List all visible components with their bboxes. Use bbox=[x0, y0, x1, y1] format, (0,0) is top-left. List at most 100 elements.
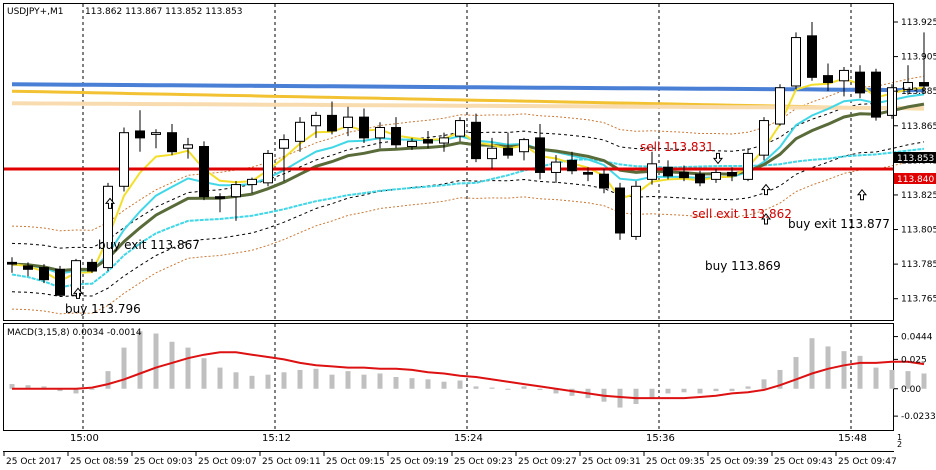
candle[interactable] bbox=[471, 113, 481, 163]
candle[interactable] bbox=[631, 181, 641, 240]
candle-body bbox=[855, 71, 865, 94]
candle[interactable] bbox=[599, 169, 609, 194]
macd-bar bbox=[329, 374, 335, 389]
candle[interactable] bbox=[279, 134, 289, 182]
candle[interactable] bbox=[839, 66, 849, 97]
arrow-down-icon bbox=[712, 152, 724, 165]
macd-bar bbox=[809, 338, 815, 389]
candles[interactable] bbox=[7, 22, 929, 297]
candle-body bbox=[215, 196, 225, 199]
candle-body bbox=[903, 82, 913, 90]
candle[interactable] bbox=[679, 165, 689, 182]
arrow-up-icon bbox=[104, 197, 116, 209]
candle[interactable] bbox=[455, 117, 465, 142]
candle[interactable] bbox=[231, 181, 241, 221]
candle[interactable] bbox=[759, 117, 769, 161]
candle-body bbox=[839, 69, 849, 82]
candle[interactable] bbox=[327, 101, 337, 135]
candle[interactable] bbox=[39, 264, 49, 284]
candle[interactable] bbox=[535, 124, 545, 180]
candle-body bbox=[439, 137, 449, 144]
candle[interactable] bbox=[551, 155, 561, 183]
candle[interactable] bbox=[295, 117, 305, 152]
upper-time-4: 15:48 bbox=[838, 433, 867, 444]
candle[interactable] bbox=[247, 177, 257, 194]
candle[interactable] bbox=[487, 137, 497, 169]
candle[interactable] bbox=[311, 111, 321, 138]
arrow-up-icon bbox=[856, 188, 868, 201]
candle[interactable] bbox=[567, 151, 577, 175]
candle[interactable] bbox=[583, 167, 593, 182]
candle-body bbox=[551, 161, 561, 173]
candle-body bbox=[679, 171, 689, 179]
candle[interactable] bbox=[855, 65, 865, 99]
candle[interactable] bbox=[375, 122, 385, 149]
candle[interactable] bbox=[183, 137, 193, 159]
candle[interactable] bbox=[887, 84, 897, 119]
candle-body bbox=[535, 137, 545, 173]
candle[interactable] bbox=[23, 262, 33, 277]
ma-olive-line bbox=[11, 102, 925, 273]
candle[interactable] bbox=[103, 182, 113, 272]
macd-bar bbox=[841, 351, 847, 389]
price-tick-label: 113.805 bbox=[901, 226, 936, 236]
candle[interactable] bbox=[695, 170, 705, 187]
candle[interactable] bbox=[439, 132, 449, 152]
candle-body bbox=[119, 132, 129, 187]
candle-body bbox=[423, 139, 433, 144]
candle[interactable] bbox=[135, 110, 145, 152]
ma-cream-line bbox=[11, 101, 925, 111]
lower-time-label: 25 Oct 09:07 bbox=[198, 457, 257, 467]
candle-body bbox=[135, 130, 145, 139]
macd-bar bbox=[441, 381, 447, 389]
candle-body bbox=[183, 144, 193, 149]
lower-time-label: 25 Oct 2017 bbox=[6, 457, 62, 467]
candle[interactable] bbox=[7, 257, 17, 273]
candle[interactable] bbox=[423, 130, 433, 149]
candle[interactable] bbox=[407, 137, 417, 150]
candle[interactable] bbox=[391, 117, 401, 149]
candle-body bbox=[519, 139, 529, 153]
candle[interactable] bbox=[119, 127, 129, 192]
macd-tick-label: 0.0444 bbox=[901, 333, 933, 343]
macd-bar bbox=[361, 374, 367, 389]
candle[interactable] bbox=[199, 141, 209, 201]
macd-bar bbox=[857, 355, 863, 389]
candle[interactable] bbox=[167, 124, 177, 156]
macd-bar bbox=[73, 388, 79, 394]
candle[interactable] bbox=[359, 108, 369, 144]
candle[interactable] bbox=[263, 149, 273, 187]
candle-body bbox=[199, 146, 209, 198]
candle[interactable] bbox=[807, 22, 817, 81]
candle[interactable] bbox=[215, 193, 225, 213]
candle[interactable] bbox=[663, 160, 673, 180]
candle[interactable] bbox=[743, 148, 753, 182]
macd-bar bbox=[681, 388, 687, 393]
lower-time-label: 25 Oct 09:43 bbox=[774, 457, 833, 467]
candle[interactable] bbox=[871, 68, 881, 121]
price-tick-label: 113.765 bbox=[901, 295, 936, 305]
candle[interactable] bbox=[343, 106, 353, 137]
candle-body bbox=[87, 261, 97, 272]
trade-marker-label: buy exit 113.877 bbox=[788, 217, 890, 231]
candle[interactable] bbox=[711, 169, 721, 183]
candle[interactable] bbox=[55, 265, 65, 297]
candle[interactable] bbox=[615, 182, 625, 240]
candle-body bbox=[247, 178, 257, 186]
candle[interactable] bbox=[823, 63, 833, 92]
candle[interactable] bbox=[647, 151, 657, 185]
candle[interactable] bbox=[87, 258, 97, 273]
candle-body bbox=[231, 184, 241, 198]
candle[interactable] bbox=[919, 32, 929, 93]
candle[interactable] bbox=[903, 65, 913, 95]
candle-body bbox=[503, 147, 513, 156]
candle[interactable] bbox=[503, 132, 513, 159]
candle[interactable] bbox=[151, 129, 161, 149]
candle[interactable] bbox=[727, 167, 737, 182]
candle[interactable] bbox=[775, 84, 785, 126]
candle[interactable] bbox=[791, 32, 801, 90]
candle[interactable] bbox=[519, 137, 529, 161]
lower-envelope-line bbox=[11, 158, 925, 315]
